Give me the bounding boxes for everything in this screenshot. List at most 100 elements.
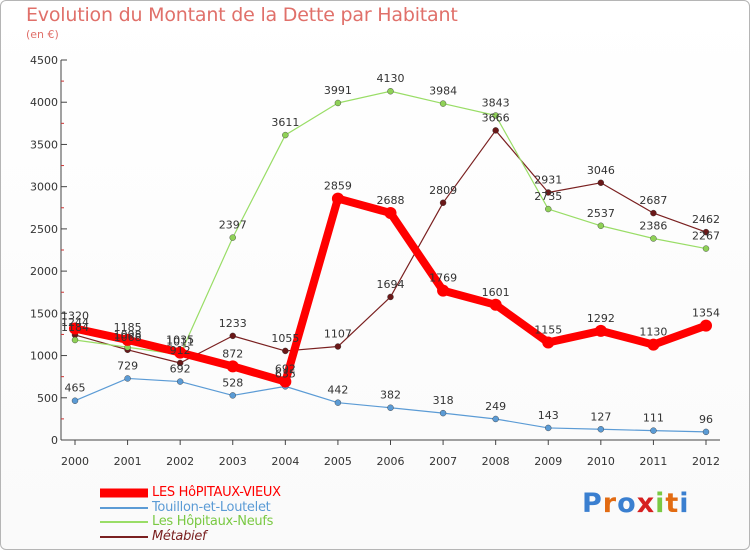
legend-item: Métabief [100, 528, 400, 545]
data-point [542, 336, 555, 349]
data-label: 1011 [166, 336, 194, 349]
data-point [334, 399, 342, 406]
data-label: 1601 [482, 286, 510, 299]
data-label: 2809 [429, 184, 457, 197]
x-tick-label: 2012 [692, 455, 720, 468]
data-label: 2735 [534, 190, 562, 203]
data-point [439, 100, 447, 107]
data-label: 1035 [166, 334, 194, 347]
data-point [597, 426, 605, 433]
data-point [702, 245, 710, 252]
data-point [384, 207, 397, 220]
data-point [492, 415, 499, 423]
data-label: 2267 [692, 230, 720, 243]
data-point [702, 228, 710, 236]
chart-title: Evolution du Montant de la Dette par Hab… [26, 4, 458, 26]
legend-swatch [100, 521, 148, 524]
data-point [597, 222, 605, 229]
data-label: 1244 [61, 316, 89, 329]
data-label: 2931 [534, 173, 562, 186]
y-tick-label: 4000 [30, 96, 58, 109]
logo-letter: P [582, 488, 603, 519]
data-label: 249 [485, 400, 506, 413]
x-tick-label: 2000 [61, 455, 89, 468]
data-label: 1155 [534, 323, 562, 336]
data-label: 1184 [61, 321, 89, 334]
legend-label: Les Hôpitaux-Neufs [152, 514, 274, 529]
data-point [647, 338, 660, 351]
data-point [282, 131, 289, 139]
data-label: 111 [643, 412, 664, 425]
data-point [387, 88, 394, 95]
data-label: 2859 [324, 180, 352, 193]
data-point [282, 347, 289, 355]
data-label: 872 [222, 347, 243, 360]
data-label: 127 [590, 410, 611, 423]
legend-label: Métabief [152, 528, 207, 544]
data-label: 1068 [114, 331, 142, 344]
data-point [387, 404, 394, 411]
data-label: 2687 [639, 194, 667, 207]
y-tick-label: 3000 [30, 181, 58, 194]
data-label: 1055 [271, 332, 299, 345]
logo-letter: o [617, 488, 637, 519]
data-point [545, 189, 552, 196]
data-point [174, 346, 187, 359]
data-point [71, 336, 79, 344]
data-label: 143 [538, 409, 559, 422]
data-point [545, 424, 552, 432]
data-point [226, 360, 239, 373]
data-point [387, 293, 394, 301]
proxiti-logo: Proxiti [582, 488, 690, 519]
x-tick-label: 2010 [587, 455, 615, 468]
data-point [334, 99, 342, 107]
chart-legend: LES HôPITAUX-VIEUX Touillon-et-Loutelet Le… [100, 485, 400, 545]
y-tick-label: 1000 [30, 350, 58, 363]
data-label: 1185 [114, 321, 142, 334]
y-tick-label: 2500 [30, 223, 58, 236]
data-label: 318 [433, 394, 454, 407]
data-label: 4130 [377, 72, 405, 85]
data-point [492, 127, 499, 134]
data-label: 382 [380, 389, 401, 402]
data-point [545, 205, 552, 213]
data-point [437, 284, 450, 297]
chart-subtitle: (en €) [26, 28, 59, 41]
data-label: 1320 [61, 310, 89, 323]
data-label: 1107 [324, 328, 352, 341]
data-label: 528 [222, 376, 243, 389]
data-point [124, 375, 131, 382]
data-point [594, 324, 607, 337]
legend-swatch [100, 506, 148, 509]
legend-label: LES HôPITAUX-VIEUX [152, 485, 281, 500]
data-point [229, 234, 236, 241]
data-point [489, 298, 502, 311]
data-point [229, 392, 236, 399]
x-tick-label: 2007 [429, 455, 457, 468]
data-label: 1694 [377, 278, 405, 291]
y-tick-label: 3500 [30, 138, 58, 151]
data-label: 3984 [429, 85, 457, 98]
y-tick-label: 500 [37, 392, 58, 405]
data-label: 1769 [429, 272, 457, 285]
data-label: 3611 [271, 116, 299, 129]
data-label: 1098 [114, 328, 142, 341]
legend-item: LES HôPITAUX-VIEUX [100, 485, 400, 501]
logo-letter: x [636, 488, 656, 519]
data-label: 635 [275, 367, 296, 380]
data-point [229, 332, 236, 340]
data-label: 692 [170, 363, 191, 376]
data-point [700, 319, 712, 332]
logo-letter: i [679, 488, 690, 519]
data-label: 2462 [692, 213, 720, 226]
logo-letter: i [655, 488, 666, 519]
logo-letter: t [665, 488, 680, 519]
data-label: 3046 [587, 164, 615, 177]
data-label: 1292 [587, 312, 615, 325]
data-point [597, 179, 605, 186]
y-tick-label: 1500 [30, 307, 58, 320]
data-label: 3843 [482, 96, 510, 109]
x-tick-label: 2009 [534, 455, 562, 468]
data-point [439, 199, 447, 206]
